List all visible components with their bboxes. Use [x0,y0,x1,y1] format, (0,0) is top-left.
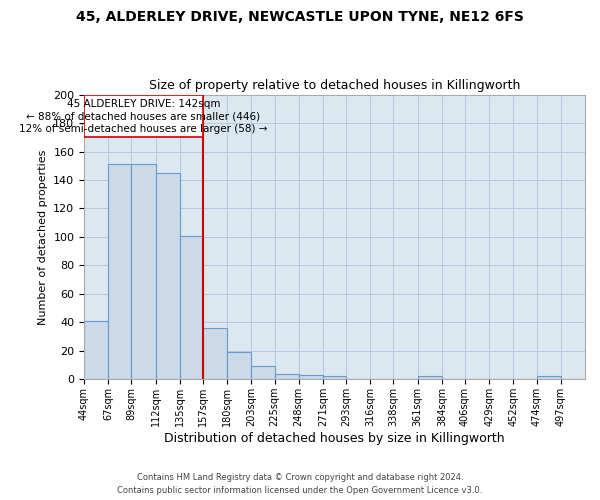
Bar [155,173,180,380]
Title: Size of property relative to detached houses in Killingworth: Size of property relative to detached ho… [149,79,520,92]
Bar [131,164,155,380]
Text: Contains HM Land Registry data © Crown copyright and database right 2024.
Contai: Contains HM Land Registry data © Crown c… [118,474,482,495]
Bar [275,374,299,380]
Bar [323,376,346,380]
Bar [251,366,275,380]
Text: ← 88% of detached houses are smaller (446): ← 88% of detached houses are smaller (44… [26,112,260,122]
Bar [84,321,108,380]
Y-axis label: Number of detached properties: Number of detached properties [38,149,47,324]
Bar [203,328,227,380]
FancyBboxPatch shape [84,94,203,138]
Text: 45 ALDERLEY DRIVE: 142sqm: 45 ALDERLEY DRIVE: 142sqm [67,99,220,109]
Bar [418,376,442,380]
Text: 12% of semi-detached houses are larger (58) →: 12% of semi-detached houses are larger (… [19,124,268,134]
Bar [536,376,561,380]
Bar [108,164,131,380]
Bar [180,236,203,380]
Bar [227,352,251,380]
Text: 45, ALDERLEY DRIVE, NEWCASTLE UPON TYNE, NE12 6FS: 45, ALDERLEY DRIVE, NEWCASTLE UPON TYNE,… [76,10,524,24]
X-axis label: Distribution of detached houses by size in Killingworth: Distribution of detached houses by size … [164,432,505,445]
Bar [299,375,323,380]
